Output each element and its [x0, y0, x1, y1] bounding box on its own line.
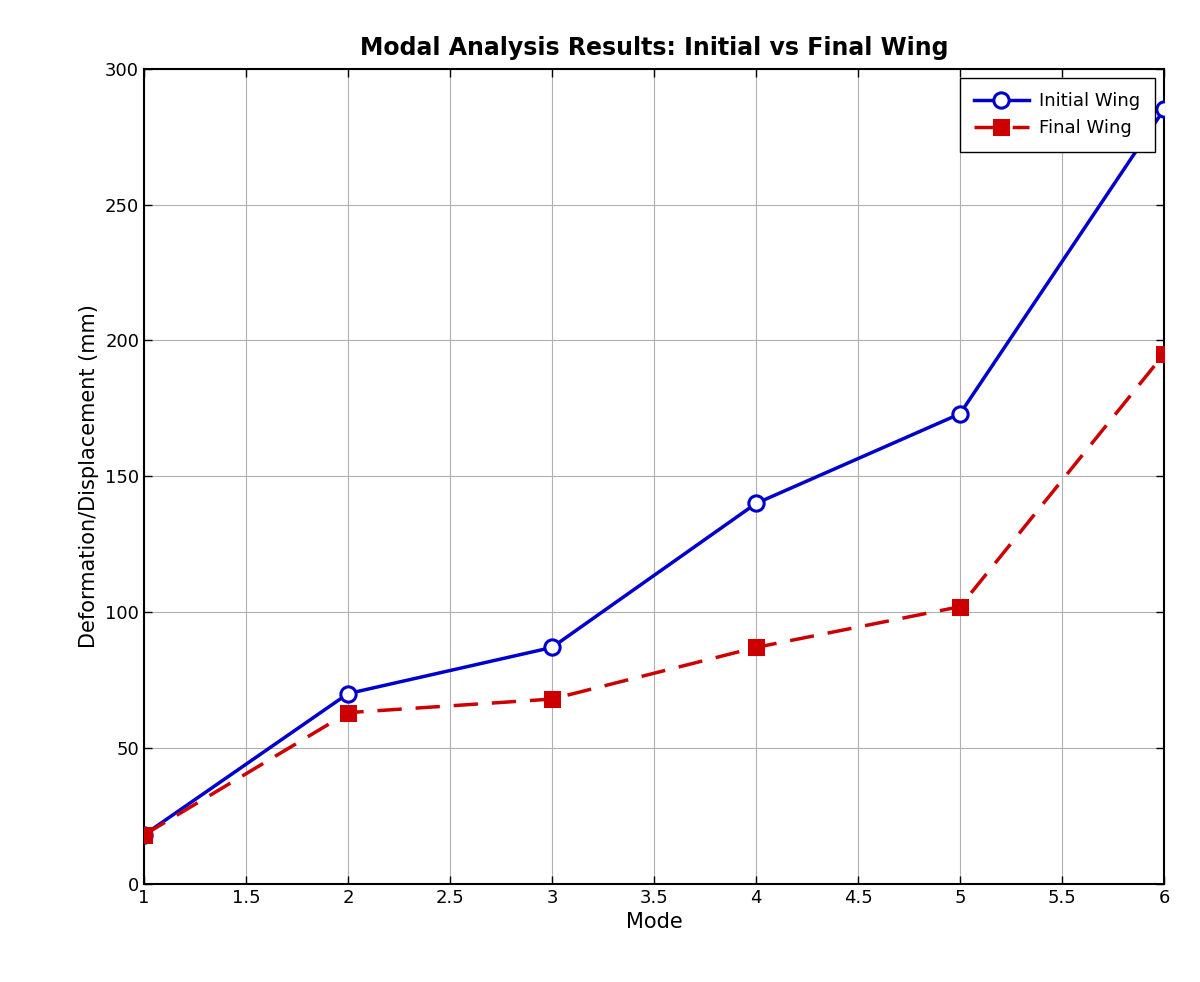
Title: Modal Analysis Results: Initial vs Final Wing: Modal Analysis Results: Initial vs Final…	[360, 36, 948, 60]
Final Wing	[953, 601, 967, 613]
Legend: Initial Wing, Final Wing: Initial Wing, Final Wing	[960, 78, 1154, 151]
Initial Wing	[1157, 104, 1171, 116]
Final Wing	[545, 693, 559, 705]
X-axis label: Mode: Mode	[625, 912, 683, 932]
Final Wing	[749, 641, 763, 653]
Initial Wing	[749, 498, 763, 510]
Y-axis label: Deformation/Displacement (mm): Deformation/Displacement (mm)	[79, 304, 100, 648]
Initial Wing	[545, 641, 559, 653]
Final Wing	[1157, 349, 1171, 360]
Initial Wing	[953, 408, 967, 419]
Final Wing	[137, 829, 151, 841]
Line: Initial Wing: Initial Wing	[137, 102, 1171, 843]
Final Wing	[341, 707, 355, 719]
Initial Wing	[137, 829, 151, 841]
Initial Wing	[341, 687, 355, 699]
Line: Final Wing: Final Wing	[137, 347, 1171, 842]
